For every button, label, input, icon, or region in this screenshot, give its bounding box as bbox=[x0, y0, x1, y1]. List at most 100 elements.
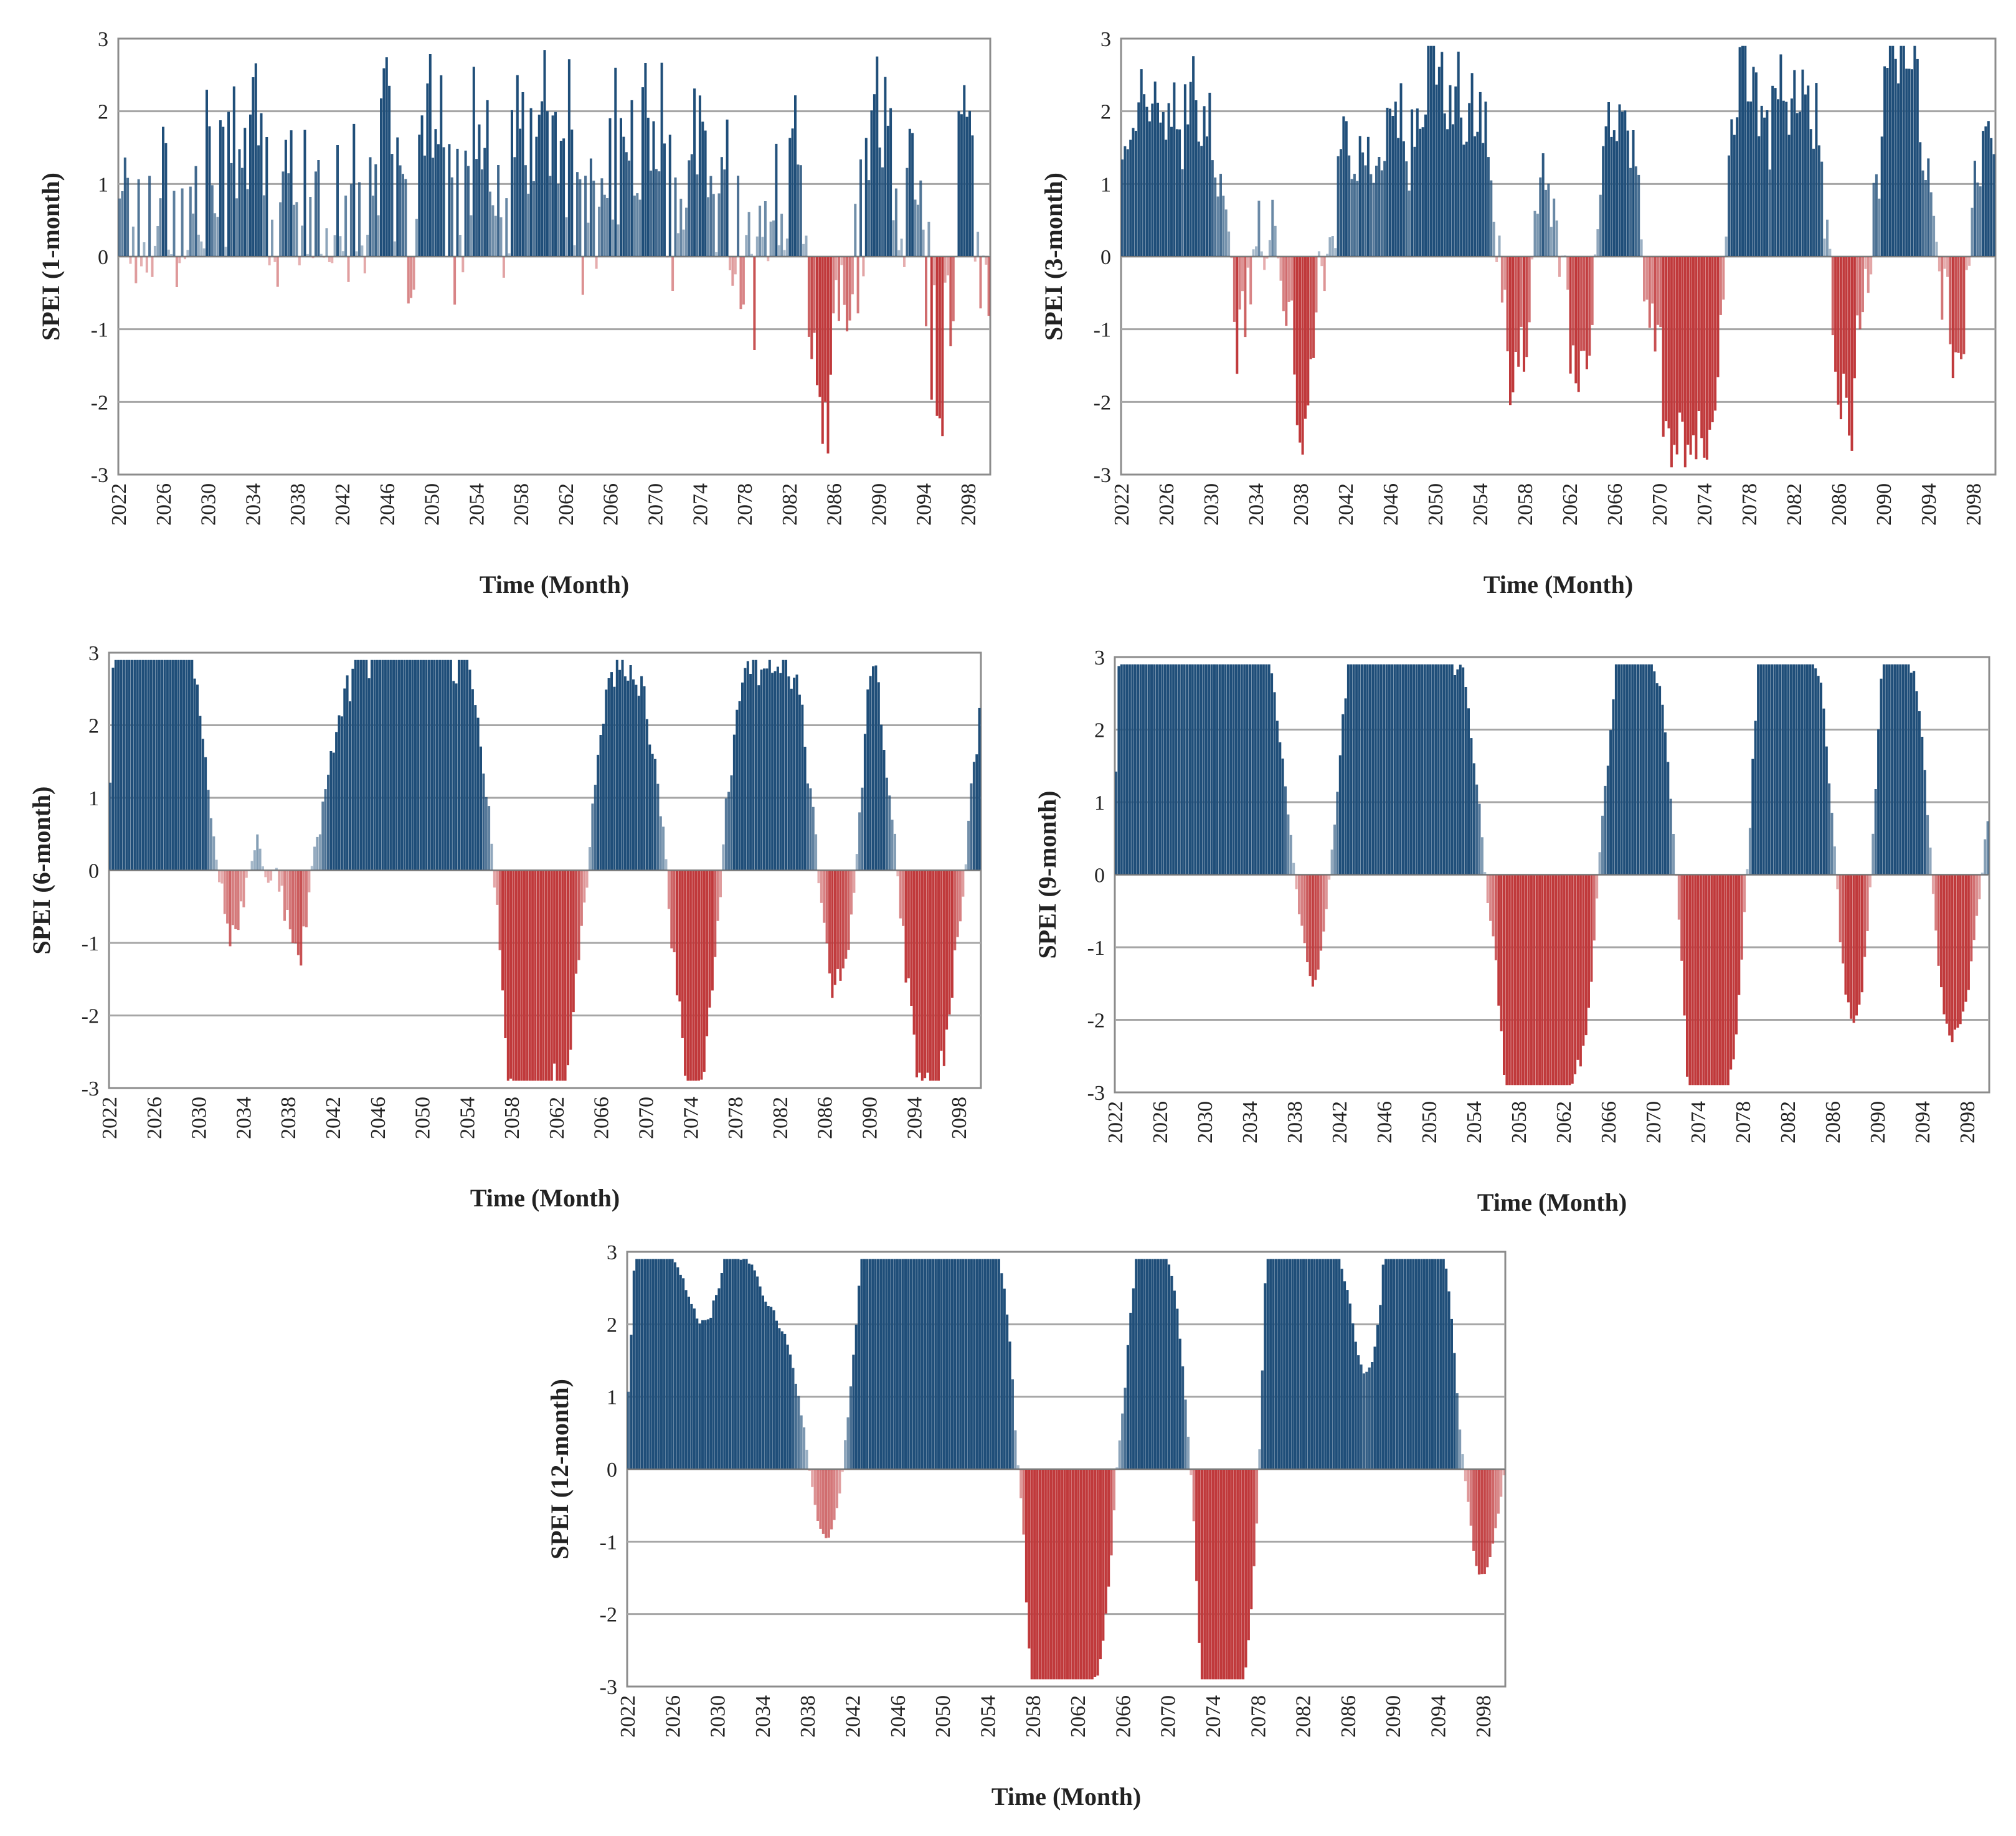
bar-positive bbox=[1117, 666, 1120, 875]
bar-positive bbox=[738, 701, 741, 871]
bar-positive bbox=[1206, 136, 1208, 257]
bar-positive bbox=[793, 678, 796, 871]
bar-positive bbox=[524, 165, 527, 257]
bar-negative bbox=[839, 870, 842, 981]
bar-negative bbox=[273, 257, 277, 262]
bar-positive bbox=[1148, 1259, 1152, 1469]
bar-positive bbox=[623, 676, 627, 871]
x-tick-label: 2098 bbox=[1956, 1101, 1979, 1143]
bar-negative bbox=[523, 870, 526, 1081]
bar-positive bbox=[906, 168, 909, 257]
y-axis-label: SPEI (9-month) bbox=[1033, 790, 1061, 958]
bar-negative bbox=[498, 870, 501, 950]
bar-negative bbox=[1730, 874, 1733, 1070]
bar-negative bbox=[1325, 874, 1328, 909]
bar-positive bbox=[1462, 667, 1465, 875]
bar-negative bbox=[1716, 257, 1720, 377]
bar-negative bbox=[1049, 1469, 1053, 1680]
bar-positive bbox=[729, 1259, 732, 1469]
bar-negative bbox=[716, 870, 719, 921]
bar-positive bbox=[1162, 111, 1165, 257]
bar-positive bbox=[1155, 664, 1158, 875]
bar-positive bbox=[1181, 1366, 1185, 1469]
bar-positive bbox=[1475, 784, 1479, 875]
bar-positive bbox=[1181, 169, 1184, 257]
bar-negative bbox=[234, 870, 237, 929]
bar-positive bbox=[1891, 664, 1894, 875]
bar-positive bbox=[1599, 194, 1602, 257]
bar-positive bbox=[753, 1270, 756, 1469]
bar-negative bbox=[553, 870, 556, 1064]
bar-positive bbox=[1391, 664, 1394, 875]
bar-positive bbox=[120, 660, 123, 871]
bar-positive bbox=[212, 836, 215, 871]
bar-positive bbox=[474, 705, 477, 871]
bar-negative bbox=[1667, 257, 1670, 428]
bar-positive bbox=[1214, 177, 1217, 257]
bar-positive bbox=[430, 660, 433, 871]
bar-positive bbox=[339, 236, 342, 257]
bar-positive bbox=[802, 244, 805, 257]
bar-positive bbox=[1374, 664, 1377, 875]
bar-positive bbox=[1741, 45, 1744, 257]
bar-positive bbox=[769, 221, 772, 257]
bar-positive bbox=[899, 1259, 902, 1469]
bar-positive bbox=[1145, 1259, 1148, 1469]
bar-negative bbox=[1033, 1469, 1036, 1680]
bar-negative bbox=[1467, 1469, 1470, 1502]
bar-positive bbox=[1348, 155, 1351, 257]
bar-positive bbox=[874, 665, 878, 871]
y-tick-label: -1 bbox=[1087, 937, 1105, 960]
bar-positive bbox=[801, 704, 804, 871]
bar-negative bbox=[924, 870, 927, 1079]
bar-positive bbox=[868, 1259, 871, 1469]
bar-positive bbox=[663, 143, 666, 257]
bar-positive bbox=[772, 220, 775, 257]
bar-positive bbox=[1982, 131, 1985, 257]
bar-negative bbox=[1312, 257, 1315, 358]
bar-positive bbox=[1137, 102, 1140, 257]
bar-positive bbox=[1235, 664, 1238, 875]
bar-positive bbox=[1910, 673, 1913, 875]
bar-positive bbox=[489, 191, 491, 257]
bar-positive bbox=[635, 1259, 638, 1469]
bar-negative bbox=[1862, 257, 1864, 313]
bar-positive bbox=[849, 1386, 852, 1469]
bar-positive bbox=[1443, 113, 1446, 257]
bar-positive bbox=[1008, 1342, 1011, 1469]
x-tick-label: 2074 bbox=[1693, 483, 1716, 526]
x-tick-label: 2050 bbox=[421, 483, 444, 526]
y-tick-label: -3 bbox=[91, 464, 108, 487]
bar-negative bbox=[231, 870, 234, 925]
bar-positive bbox=[893, 1259, 896, 1469]
bar-positive bbox=[1902, 45, 1905, 257]
bar-negative bbox=[1856, 257, 1859, 316]
bar-positive bbox=[254, 63, 257, 257]
bar-positive bbox=[1453, 1353, 1456, 1469]
bar-positive bbox=[1186, 664, 1189, 875]
bar-negative bbox=[1071, 1469, 1074, 1680]
bar-negative bbox=[1298, 874, 1300, 915]
bar-positive bbox=[1442, 1259, 1445, 1469]
x-tick-label: 2042 bbox=[331, 483, 354, 526]
bar-negative bbox=[1044, 1469, 1047, 1680]
bar-positive bbox=[1789, 664, 1792, 875]
bar-negative bbox=[1314, 874, 1317, 980]
bar-positive bbox=[734, 1259, 737, 1469]
bar-positive bbox=[756, 1276, 759, 1469]
bar-negative bbox=[577, 870, 580, 960]
bar-positive bbox=[1759, 664, 1763, 875]
bar-negative bbox=[1960, 257, 1962, 359]
bar-negative bbox=[1307, 257, 1310, 405]
bar-positive bbox=[732, 734, 736, 871]
bar-positive bbox=[1498, 235, 1501, 257]
bar-positive bbox=[361, 245, 364, 257]
bar-positive bbox=[1916, 59, 1919, 257]
bar-positive bbox=[1479, 92, 1482, 257]
bar-positive bbox=[367, 678, 371, 871]
bar-positive bbox=[329, 751, 333, 871]
bar-positive bbox=[156, 226, 159, 257]
bar-negative bbox=[1323, 257, 1326, 291]
bar-negative bbox=[184, 257, 186, 260]
bar-positive bbox=[674, 177, 677, 257]
